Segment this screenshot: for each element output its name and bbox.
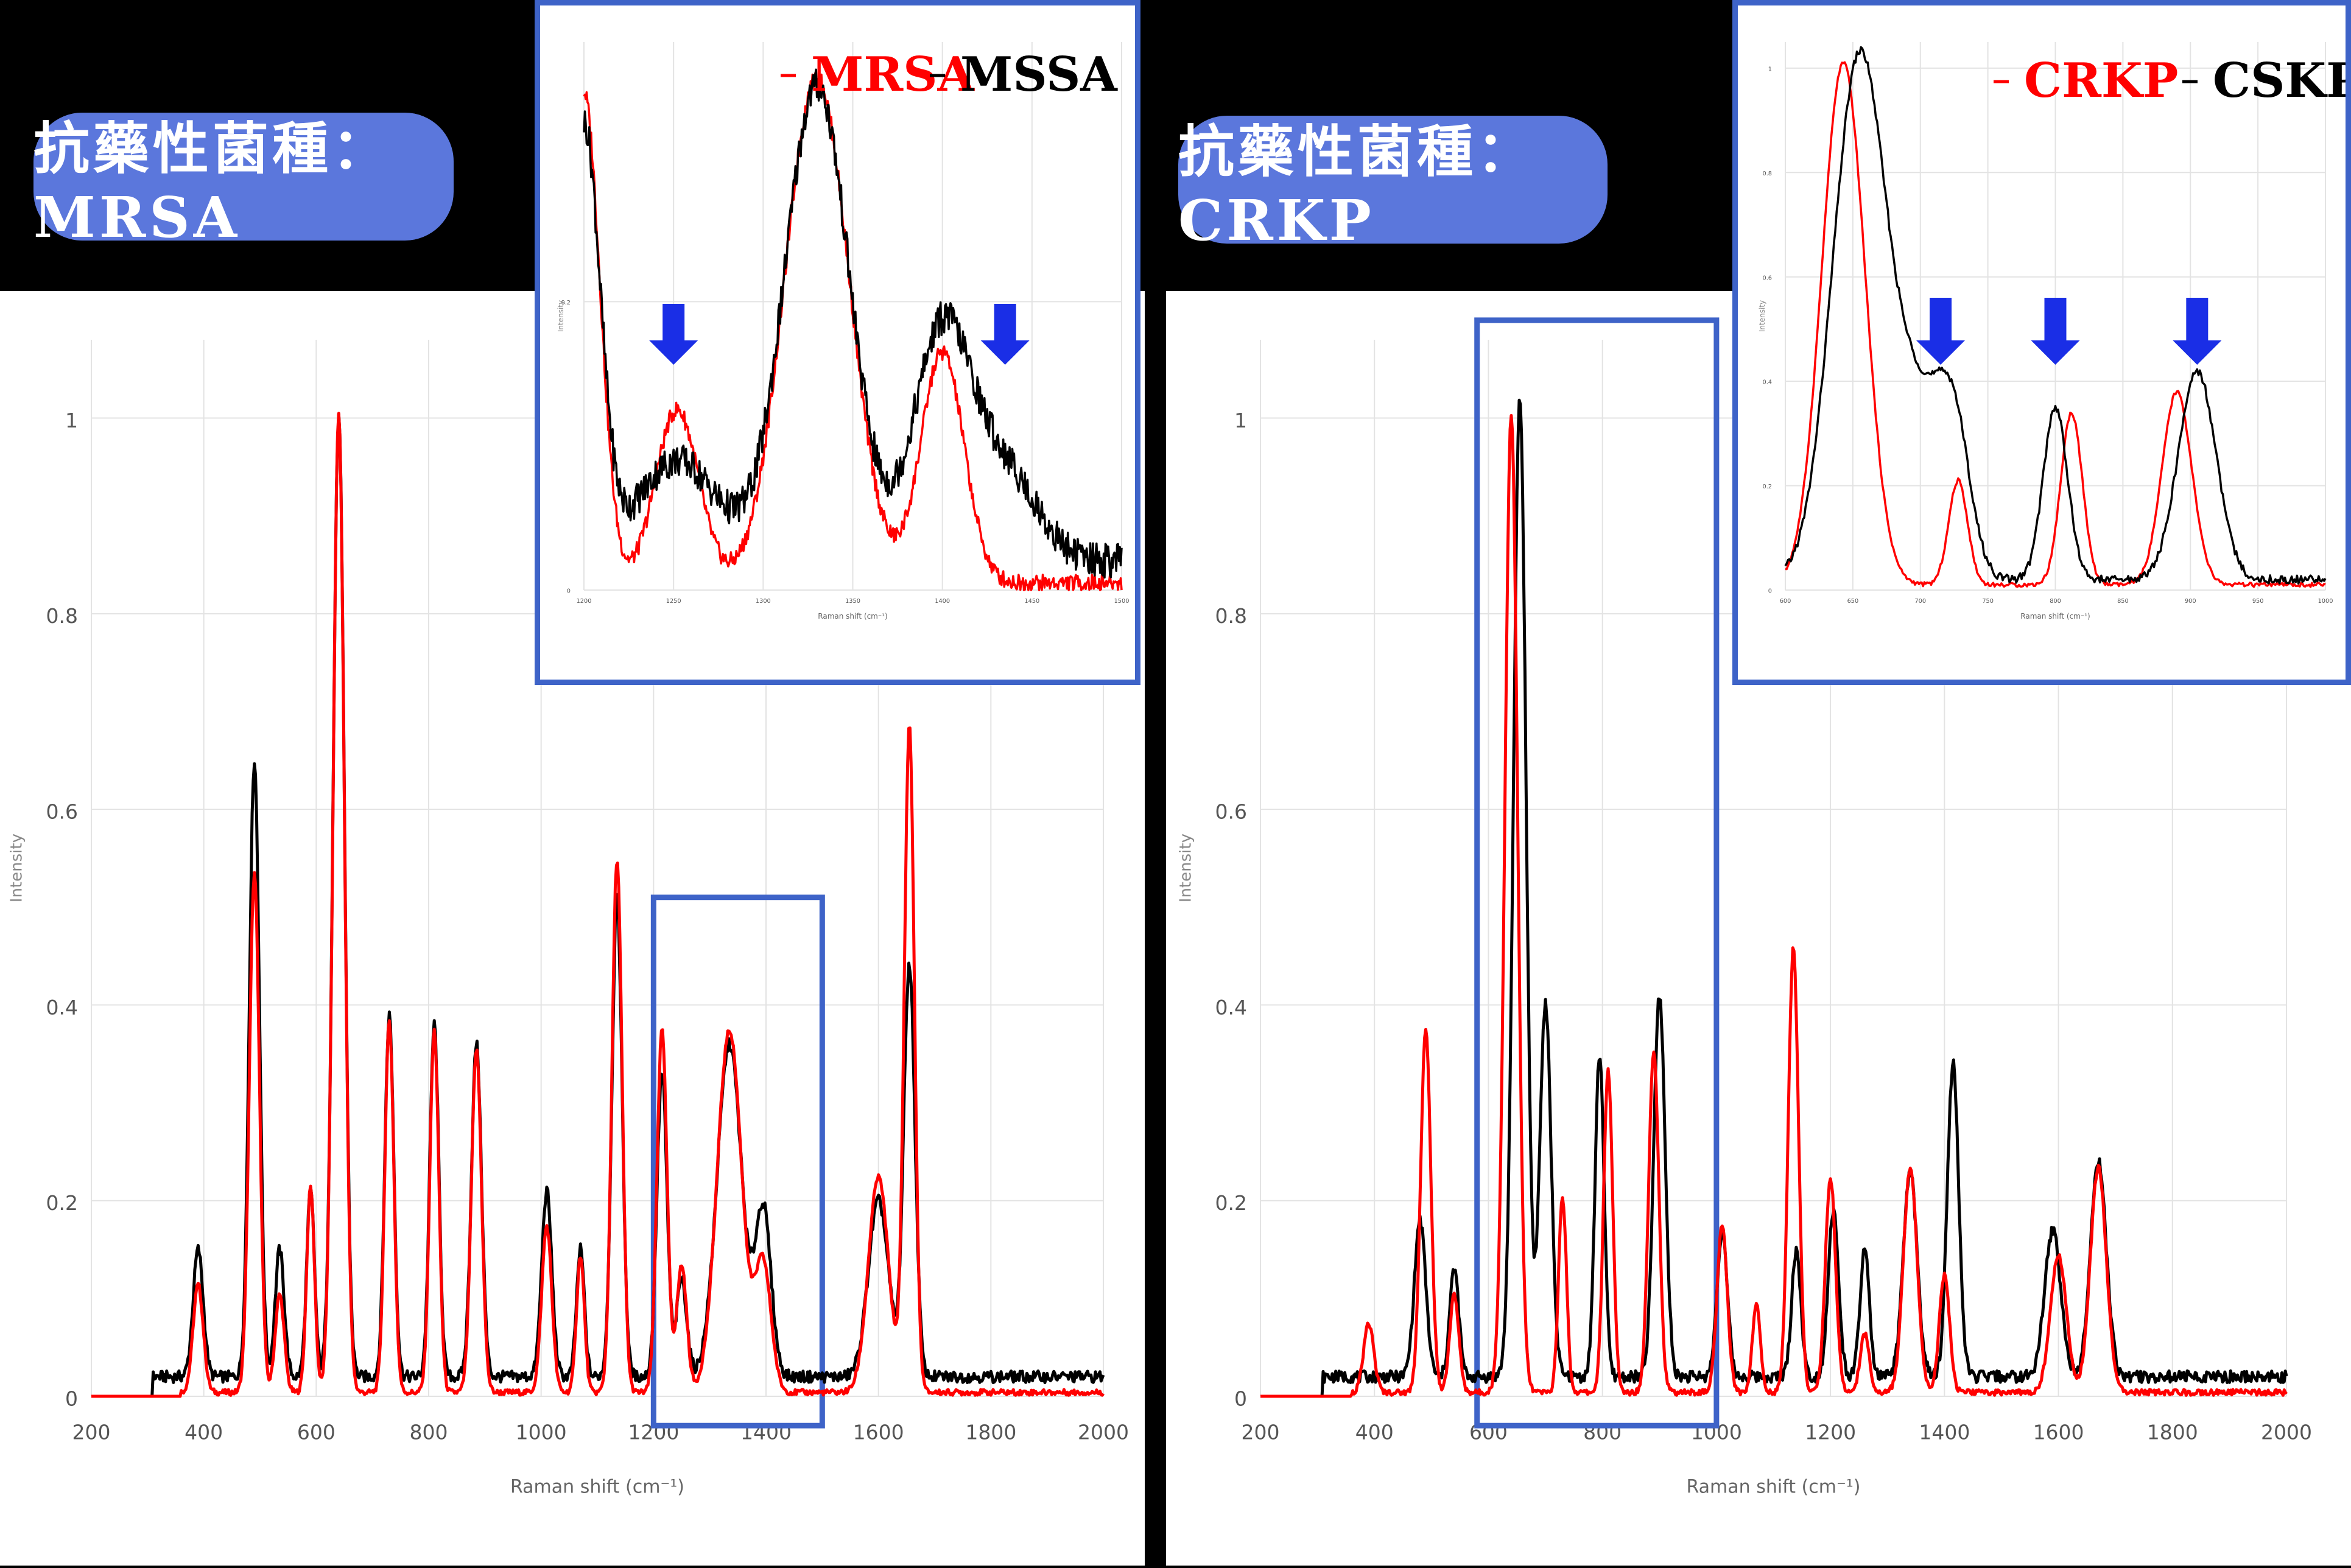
- x-tick-label: 1250: [666, 598, 681, 605]
- x-tick-label: 1600: [853, 1420, 904, 1444]
- x-axis-label: Raman shift (cm⁻¹): [1686, 1476, 1860, 1497]
- inset-chart-mrsa: 0 0.2 1200 1250 1300 1350 1400 1450 1500 Raman sh…: [557, 42, 1130, 621]
- resistant-strain-label-text: 抗藥性菌種：MRSA: [33, 115, 392, 250]
- x-tick-label: 1450: [1024, 598, 1039, 605]
- x-tick-label: 650: [1847, 598, 1859, 605]
- down-arrow-icon: [2031, 298, 2080, 365]
- x-tick-label: 800: [2050, 598, 2061, 605]
- x-axis-label: Raman shift (cm⁻¹): [818, 612, 887, 621]
- x-tick-label: 900: [2185, 598, 2196, 605]
- x-tick-label: 200: [72, 1420, 111, 1444]
- x-tick-label: 1200: [577, 598, 592, 605]
- x-tick-label: 200: [1242, 1420, 1280, 1444]
- legend-label: CSKP: [2213, 53, 2346, 108]
- y-tick-label: 0.4: [1762, 379, 1772, 386]
- down-arrow-icon: [649, 304, 698, 365]
- series-line-cskp: [1260, 398, 2288, 1398]
- down-arrow-icon: [2173, 298, 2222, 365]
- resistant-strain-label-mrsa: 抗藥性菌種：MRSA: [33, 113, 454, 250]
- y-axis-label: Intensity: [8, 834, 26, 902]
- down-arrow-icon: [1916, 298, 1966, 365]
- y-tick-label: 0.2: [561, 300, 571, 306]
- legend-label: MSSA: [960, 47, 1118, 102]
- x-tick-label: 400: [184, 1420, 223, 1444]
- y-tick-label: 1: [65, 409, 78, 432]
- y-tick-label: 0.2: [1215, 1191, 1247, 1215]
- x-tick-label: 600: [1780, 598, 1791, 605]
- legend-label: CRKP: [2024, 53, 2178, 108]
- resistant-strain-label-text: 抗藥性菌種：CRKP: [1178, 118, 1537, 253]
- y-axis-label: Intensity: [557, 300, 565, 332]
- x-tick-label: 950: [2252, 598, 2264, 605]
- x-tick-label: 1600: [2033, 1420, 2084, 1444]
- x-tick-label: 850: [2117, 598, 2129, 605]
- zoom-region-box: [650, 895, 825, 1429]
- y-tick-label: 0.6: [46, 800, 78, 824]
- x-axis-label: Raman shift (cm⁻¹): [510, 1476, 684, 1497]
- inset-chart-crkp: 0 0.2 0.4 0.6 0.8 1 600 650 700 750 800 850 900 950 10…: [1758, 42, 2351, 621]
- y-tick-label: 0.8: [1762, 171, 1772, 177]
- series-line-crkp: [1785, 61, 2326, 588]
- inset-chart-mrsa-panel: 0 0.2 1200 1250 1300 1350 1400 1450 1500 Raman sh…: [535, 0, 1140, 685]
- down-arrow-icon: [980, 304, 1030, 365]
- y-axis-label: Intensity: [1177, 834, 1195, 902]
- x-tick-label: 800: [410, 1420, 448, 1444]
- y-tick-label: 0: [567, 588, 571, 595]
- x-tick-label: 750: [1982, 598, 1994, 605]
- x-tick-label: 1000: [516, 1420, 567, 1444]
- x-axis-label: Raman shift (cm⁻¹): [2020, 612, 2090, 621]
- x-tick-label: 1350: [845, 598, 860, 605]
- y-tick-label: 0.6: [1762, 275, 1772, 281]
- x-tick-label: 700: [1914, 598, 1926, 605]
- y-axis-label: Intensity: [1758, 300, 1766, 332]
- zoom-region-box: [1474, 317, 1720, 1429]
- inset-chart-crkp-panel: 0 0.2 0.4 0.6 0.8 1 600 650 700 750 800 850 900 950 10…: [1732, 0, 2351, 685]
- x-tick-label: 1300: [756, 598, 771, 605]
- x-tick-label: 1200: [1805, 1420, 1856, 1444]
- x-tick-label: 1000: [2318, 598, 2333, 605]
- x-tick-label: 2000: [2261, 1420, 2312, 1444]
- y-tick-label: 0: [1768, 588, 1772, 595]
- x-tick-label: 400: [1355, 1420, 1394, 1444]
- x-tick-label: 1400: [1919, 1420, 1970, 1444]
- legend-label: MRSA: [811, 47, 975, 102]
- y-tick-label: 0.4: [46, 996, 78, 1019]
- y-tick-label: 0.8: [46, 604, 78, 628]
- x-tick-label: 1800: [2147, 1420, 2198, 1444]
- x-tick-label: 600: [297, 1420, 336, 1444]
- y-tick-label: 0.2: [1762, 483, 1772, 490]
- series-line-cskp: [1784, 46, 2327, 585]
- y-tick-label: 0: [65, 1387, 78, 1410]
- y-tick-label: 0.4: [1215, 996, 1247, 1019]
- x-tick-label: 2000: [1078, 1420, 1129, 1444]
- x-tick-label: 1800: [965, 1420, 1016, 1444]
- x-tick-label: 1500: [1114, 598, 1130, 605]
- series-line-mssa: [583, 68, 1123, 579]
- resistant-strain-label-crkp: 抗藥性菌種：CRKP: [1178, 116, 1608, 253]
- x-tick-label: 1400: [935, 598, 950, 605]
- y-tick-label: 0: [1234, 1387, 1247, 1410]
- series-line-crkp: [1260, 413, 2288, 1398]
- y-tick-label: 0.8: [1215, 604, 1247, 628]
- y-tick-label: 1: [1234, 409, 1247, 432]
- y-tick-label: 1: [1768, 66, 1772, 72]
- y-tick-label: 0.2: [46, 1191, 78, 1215]
- series-line-mrsa: [91, 412, 1105, 1398]
- y-tick-label: 0.6: [1215, 800, 1247, 824]
